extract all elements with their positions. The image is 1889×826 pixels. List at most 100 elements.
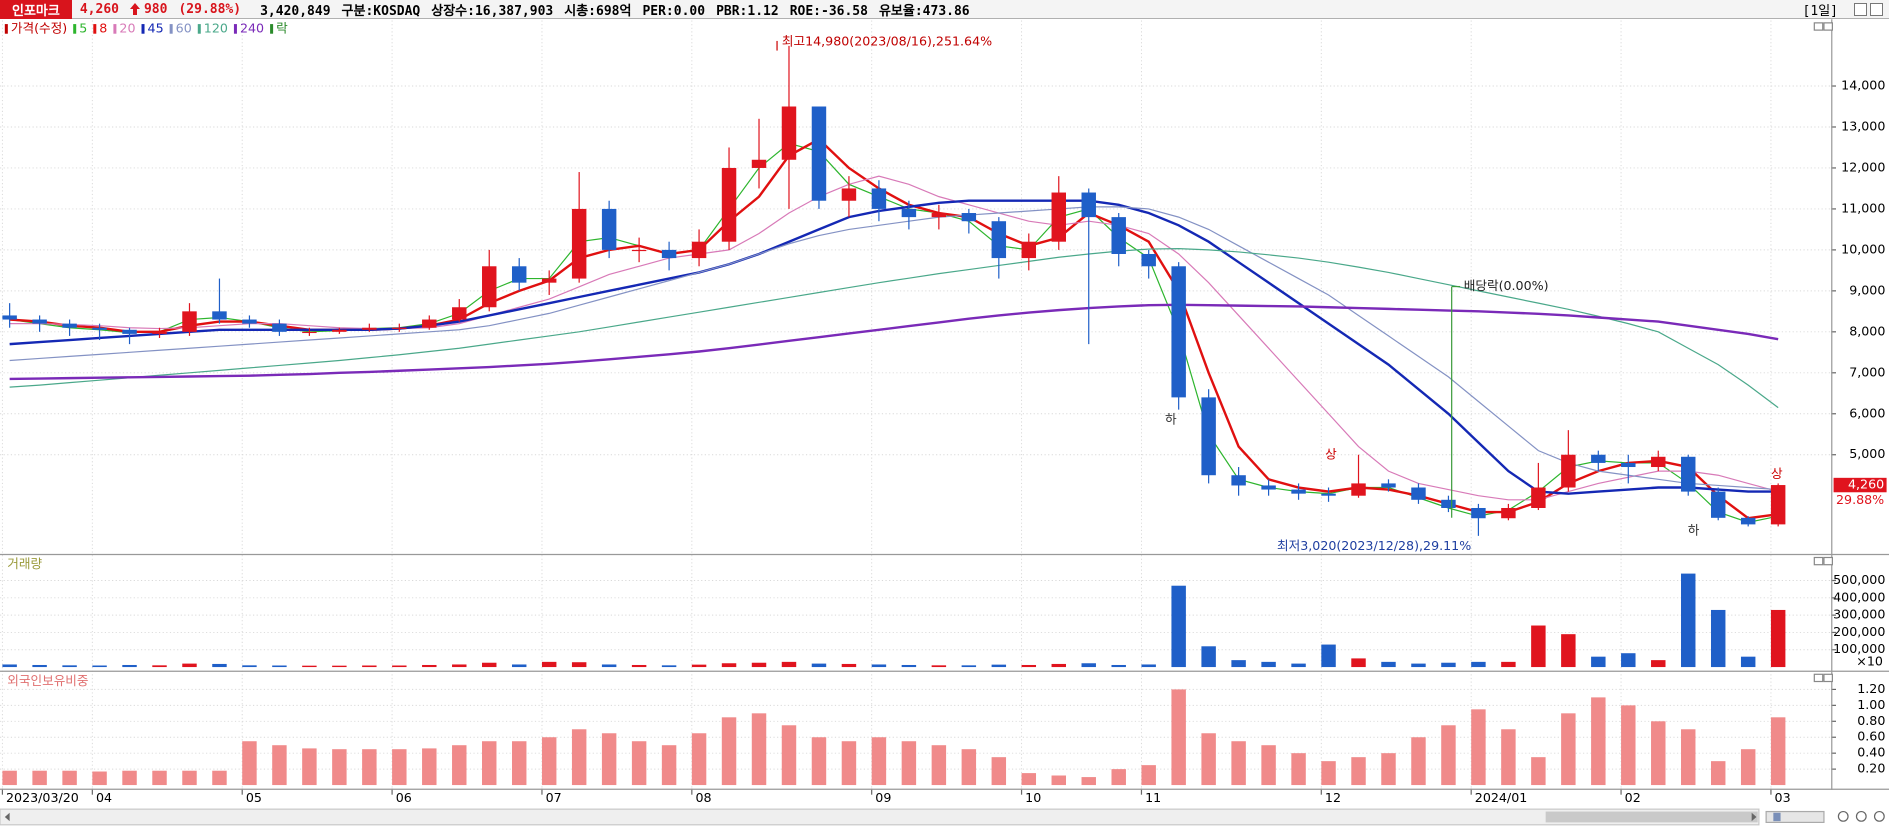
volume-bar — [122, 664, 137, 668]
foreign-bar — [1561, 713, 1576, 786]
legend-item: 60 — [176, 20, 192, 35]
ma-line — [9, 206, 1779, 491]
header-field: 상장수:16,387,903 — [431, 3, 554, 19]
candle-body — [1201, 397, 1216, 476]
volume-bar — [1501, 661, 1516, 668]
header-field: 시총:698억 — [564, 3, 632, 19]
volume-bar — [1770, 609, 1786, 668]
x-tick-label: 02 — [1625, 790, 1641, 805]
foreign-bar — [691, 733, 707, 786]
candle-body — [182, 311, 197, 332]
volume-bar — [901, 664, 917, 668]
ma-line — [9, 199, 1779, 495]
candle-body — [1291, 489, 1306, 494]
volume-bar — [32, 664, 47, 668]
dividend-annotation: 배당락(0.00%) — [1464, 278, 1549, 293]
candle-body — [931, 213, 947, 218]
volume-bar — [362, 665, 377, 668]
period[interactable]: [1일] — [1802, 3, 1838, 19]
volume-bar — [511, 664, 527, 668]
header-bar: 인포마크 4,260 980 (29.88%) 3,420,849 구분:KOSD… — [0, 0, 1889, 19]
panel-buttons[interactable] — [1813, 22, 1833, 683]
low-annotation: 최저3,020(2023/12/28),29.11% — [1277, 538, 1471, 553]
foreign-bar — [721, 717, 737, 786]
y-tick-label: 0.20 — [1857, 761, 1885, 776]
volume-bar — [811, 663, 827, 668]
x-tick-label: 2023/03/20 — [6, 790, 79, 805]
volume-bar — [1321, 644, 1336, 668]
foreign-bar — [1081, 777, 1096, 786]
volume-bar — [1111, 664, 1126, 668]
header-field: 유보율:473.86 — [878, 3, 970, 19]
stock-name[interactable]: 인포마크 — [0, 0, 72, 19]
volume-bar — [152, 665, 167, 668]
minimize-button[interactable] — [1854, 3, 1867, 16]
price: 4,260 — [79, 1, 119, 17]
candle-body — [1531, 487, 1546, 508]
scrollbar[interactable] — [0, 808, 1885, 826]
y-tick-label: 0.60 — [1857, 729, 1885, 744]
legend-item: 45 — [148, 20, 164, 35]
volume-bar — [721, 663, 737, 668]
foreign-bar — [392, 749, 407, 786]
candle-body — [1111, 217, 1126, 254]
volume-bar — [1710, 609, 1726, 668]
ma-line — [9, 175, 1779, 501]
volume-bar — [452, 664, 467, 668]
foreign-bar — [332, 749, 347, 786]
volume-bar — [1021, 664, 1037, 668]
candle-body — [362, 327, 377, 330]
y-tick-label: 6,000 — [1849, 405, 1885, 420]
volume-bar — [1141, 664, 1156, 668]
foreign-bar — [1740, 749, 1756, 786]
volume-bar — [631, 664, 647, 668]
volume-bar — [2, 664, 17, 668]
legend-item: 락 — [276, 20, 288, 35]
volume-bar — [1201, 646, 1216, 668]
close-button[interactable] — [1870, 3, 1883, 16]
y-tick-label: 12,000 — [1841, 159, 1885, 174]
volume-bar — [571, 662, 587, 668]
volume-bar — [1351, 658, 1366, 668]
foreign-bar — [1351, 757, 1366, 786]
foreign-bar — [991, 757, 1007, 786]
candle-body — [1651, 456, 1666, 468]
limit-marker: 하 — [1688, 523, 1700, 538]
volume-bar — [1171, 585, 1186, 668]
candle-body — [811, 106, 827, 201]
foreign-bar — [1710, 761, 1726, 786]
foreign-bar — [961, 749, 977, 786]
volume-bar — [92, 665, 107, 668]
foreign-bar — [2, 770, 17, 786]
foreign-bar — [1231, 741, 1246, 786]
candle-body — [1411, 487, 1426, 500]
volume-bar — [1081, 663, 1096, 668]
candle-body — [302, 331, 317, 334]
ma-line — [9, 248, 1779, 409]
y-tick-label: 100,000 — [1833, 641, 1885, 656]
foreign-bar — [1681, 729, 1696, 786]
header-field: ROE:-36.58 — [789, 3, 868, 19]
candle-body — [1591, 454, 1606, 463]
candle-body — [991, 221, 1007, 259]
candle-body — [122, 329, 137, 334]
foreign-title: 외국인보유비중 — [7, 673, 88, 688]
candle-body — [661, 249, 677, 259]
volume-bar — [841, 663, 857, 668]
foreign-bar — [302, 748, 317, 786]
candle-body — [961, 213, 977, 222]
foreign-bar — [1381, 753, 1396, 786]
background — [0, 19, 1889, 826]
foreign-bar — [1051, 775, 1066, 786]
candle-body — [1261, 485, 1276, 490]
candle-body — [901, 208, 917, 218]
last-price-box — [1833, 477, 1887, 493]
limit-marker: 하 — [1165, 412, 1177, 427]
foreign-bar — [32, 770, 47, 786]
header-field: 구분:KOSDAQ — [341, 3, 421, 19]
volume-bar — [1651, 660, 1666, 668]
foreign-bar — [152, 770, 167, 786]
legend-item: 120 — [204, 20, 228, 35]
legend-item: 20 — [119, 20, 135, 35]
